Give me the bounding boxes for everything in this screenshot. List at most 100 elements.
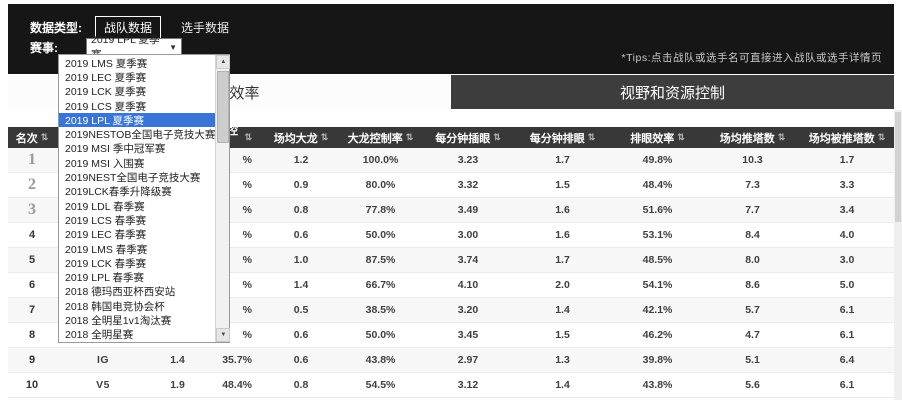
dropdown-option[interactable]: 2018 韩国电竞协会杯 bbox=[65, 300, 165, 313]
column-header-label: 场均推塔数 bbox=[719, 132, 775, 145]
stat-cell: 0.6 bbox=[293, 329, 309, 341]
tournament-label: 赛事: bbox=[30, 40, 58, 55]
stat-cell: 1.7 bbox=[839, 154, 855, 166]
scroll-up-icon[interactable]: ▲ bbox=[216, 55, 231, 69]
table-row: 9 IG 1.4 35.7% 0.6 43.8% 2.97 1.3 39.8% 5.1 6.4 bbox=[8, 348, 894, 373]
dropdown-option[interactable]: 2019LCK春季升降级赛 bbox=[65, 186, 172, 199]
dropdown-scrollbar[interactable]: ▲ ▼ bbox=[215, 55, 231, 342]
team-name[interactable]: IG bbox=[96, 354, 110, 366]
dropdown-option[interactable]: 2019 LPL 夏季赛 bbox=[59, 113, 216, 128]
column-header[interactable]: 排眼效率 ⇅ bbox=[610, 127, 705, 148]
rank-cell: 8 bbox=[28, 329, 36, 341]
sort-icon[interactable]: ⇅ bbox=[405, 132, 414, 142]
stat-cell: 1.9 bbox=[170, 379, 185, 391]
stat-cell: 38.5% bbox=[365, 304, 396, 316]
stat-cell: 1.4 bbox=[293, 279, 309, 291]
dropdown-option[interactable]: 2018 全明星1v1淘汰赛 bbox=[65, 315, 172, 327]
column-header[interactable]: 场均被推塔数 ⇅ bbox=[800, 127, 894, 148]
stat-cell: 3.45 bbox=[457, 329, 479, 341]
dropdown-option[interactable]: 2019 LMS 春季赛 bbox=[65, 243, 148, 256]
dropdown-option[interactable]: 2019 LCK 夏季赛 bbox=[65, 86, 147, 99]
stat-cell: 5.0 bbox=[839, 279, 855, 291]
dropdown-option[interactable]: 2019 LEC 夏季赛 bbox=[65, 71, 147, 84]
dropdown-option[interactable]: 2019 MSI 季中冠军赛 bbox=[65, 143, 166, 156]
sort-icon[interactable]: ⇅ bbox=[320, 132, 329, 142]
column-header[interactable]: 每分钟插眼 ⇅ bbox=[421, 127, 515, 148]
column-header[interactable]: 场均推塔数 ⇅ bbox=[705, 127, 800, 148]
stat-cell: 2.97 bbox=[457, 354, 479, 366]
stat-cell: 3.0 bbox=[839, 254, 855, 266]
dropdown-option[interactable]: 2019 LEC 春季赛 bbox=[65, 229, 147, 242]
dropdown-option[interactable]: 2019NESTOB全国电子竞技大赛 bbox=[65, 129, 216, 142]
stat-cell: 7.7 bbox=[745, 204, 760, 216]
rank-cell: 3 bbox=[28, 201, 36, 218]
dropdown-option[interactable]: 2019 LCS 春季赛 bbox=[65, 214, 147, 227]
column-header[interactable]: 场均大龙 ⇅ bbox=[262, 127, 340, 148]
tips-note: *Tips:点击战队或选手名可直接进入战队或选手详情页 bbox=[621, 52, 882, 64]
player-data-button[interactable]: 选手数据 bbox=[181, 21, 230, 35]
stat-cell: 4.10 bbox=[457, 279, 479, 291]
stat-cell: 0.8 bbox=[293, 204, 309, 216]
dropdown-option[interactable]: 2019 LCK 春季赛 bbox=[65, 257, 147, 270]
stat-cell: 66.7% bbox=[365, 279, 396, 291]
dropdown-scrollbar-thumb[interactable] bbox=[217, 71, 230, 143]
team-name[interactable]: V5 bbox=[96, 379, 110, 391]
dropdown-option[interactable]: 2018 德玛西亚杯西安站 bbox=[65, 286, 176, 299]
stat-cell: 1.0 bbox=[293, 254, 309, 266]
column-header[interactable]: 大龙控制率 ⇅ bbox=[340, 127, 421, 148]
stat-cell: % bbox=[242, 279, 252, 291]
dropdown-option[interactable]: 2019 LDL 春季赛 bbox=[65, 200, 145, 213]
rank-cell: 10 bbox=[25, 379, 39, 391]
stat-cell: 54.5% bbox=[365, 379, 396, 391]
sort-icon[interactable]: ⇅ bbox=[40, 132, 49, 142]
stat-cell: 3.23 bbox=[457, 154, 479, 166]
sort-icon[interactable]: ⇅ bbox=[777, 132, 786, 142]
dropdown-option[interactable]: 2018 全明星赛 bbox=[65, 329, 134, 342]
page-scrollbar[interactable] bbox=[894, 110, 902, 400]
stat-cell: 0.6 bbox=[293, 354, 309, 366]
dropdown-option[interactable]: 2019 LPL 春季赛 bbox=[65, 272, 144, 285]
stat-cell: 3.3 bbox=[839, 179, 855, 191]
stat-cell: 3.12 bbox=[457, 379, 479, 391]
column-header-label: 大龙控制率 bbox=[347, 132, 403, 145]
stat-cell: 77.8% bbox=[365, 204, 396, 216]
scroll-down-icon[interactable]: ▼ bbox=[216, 328, 231, 342]
dropdown-option[interactable]: 2019 LMS 夏季赛 bbox=[65, 57, 148, 70]
stat-cell: 5.6 bbox=[745, 379, 760, 391]
stat-cell: 5.7 bbox=[745, 304, 760, 316]
stat-cell: 43.8% bbox=[642, 379, 673, 391]
sort-icon[interactable]: ⇅ bbox=[677, 132, 685, 142]
column-header[interactable]: 名次 ⇅ bbox=[8, 127, 56, 148]
stat-cell: 6.4 bbox=[839, 354, 855, 366]
stat-cell: 6.1 bbox=[839, 379, 855, 391]
tab-vision-resource-control[interactable]: 视野和资源控制 bbox=[451, 75, 894, 109]
stat-cell: 48.5% bbox=[642, 254, 673, 266]
stat-cell: 8.6 bbox=[745, 279, 760, 291]
stat-cell: % bbox=[242, 179, 252, 191]
stat-cell: 6.1 bbox=[839, 304, 855, 316]
stat-cell: 1.7 bbox=[555, 154, 570, 166]
stat-cell: 100.0% bbox=[362, 154, 399, 166]
sort-icon[interactable]: ⇅ bbox=[244, 132, 252, 142]
stat-cell: 2.0 bbox=[555, 279, 570, 291]
sort-icon[interactable]: ⇅ bbox=[587, 132, 596, 142]
stat-cell: 1.7 bbox=[555, 254, 570, 266]
dropdown-option[interactable]: 2019 LCS 夏季赛 bbox=[65, 100, 147, 113]
column-header-label: 场均被推塔数 bbox=[808, 132, 875, 145]
dropdown-option[interactable]: 2019 MSI 入围赛 bbox=[65, 157, 145, 170]
rank-cell: 1 bbox=[28, 151, 36, 168]
stat-cell: % bbox=[242, 154, 252, 166]
stat-cell: 3.20 bbox=[457, 304, 479, 316]
stat-cell: 35.7% bbox=[222, 354, 252, 366]
stat-cell: 1.3 bbox=[555, 354, 570, 366]
page-scrollbar-thumb[interactable] bbox=[895, 112, 901, 222]
sort-icon[interactable]: ⇅ bbox=[877, 132, 886, 142]
dropdown-option[interactable]: 2019NEST全国电子竞技大赛 bbox=[65, 172, 201, 185]
stat-cell: 50.0% bbox=[365, 229, 396, 241]
stat-cell: % bbox=[242, 329, 252, 341]
stat-cell: 49.8% bbox=[642, 154, 673, 166]
stat-cell: 42.1% bbox=[642, 304, 673, 316]
stat-cell: 50.0% bbox=[365, 329, 396, 341]
column-header[interactable]: 每分钟排眼 ⇅ bbox=[515, 127, 610, 148]
sort-icon[interactable]: ⇅ bbox=[493, 132, 501, 142]
